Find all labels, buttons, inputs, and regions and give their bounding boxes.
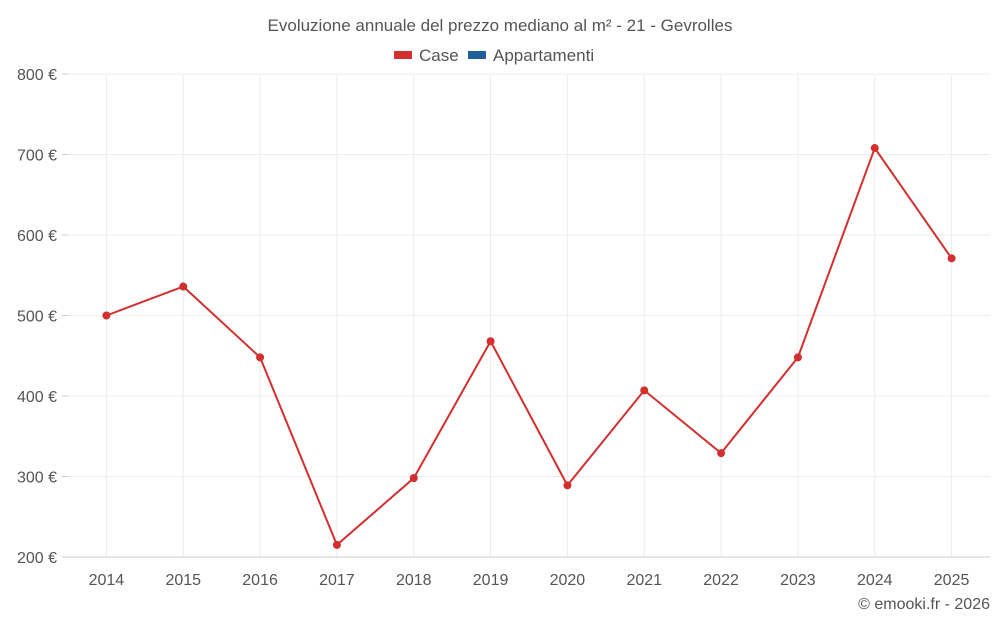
x-tick-label: 2021 <box>626 572 662 589</box>
data-point-case-2023[interactable] <box>793 353 802 362</box>
x-tick-label: 2015 <box>165 572 201 589</box>
legend-item-appartamenti[interactable]: Appartamenti <box>468 46 594 65</box>
data-point-case-2025[interactable] <box>947 254 956 263</box>
x-tick-label: 2016 <box>242 572 278 589</box>
chart-title: Evoluzione annuale del prezzo mediano al… <box>268 16 733 35</box>
data-point-case-2015[interactable] <box>179 282 188 291</box>
data-point-case-2014[interactable] <box>102 311 111 320</box>
legend-label-case: Case <box>419 46 459 65</box>
legend-swatch-appartamenti <box>468 51 486 59</box>
data-point-case-2017[interactable] <box>332 540 341 549</box>
data-point-case-2024[interactable] <box>870 144 879 153</box>
x-tick-label: 2019 <box>473 572 509 589</box>
x-tick-label: 2025 <box>934 572 970 589</box>
y-tick-label: 800 € <box>17 67 57 84</box>
data-point-case-2016[interactable] <box>256 353 265 362</box>
x-tick-label: 2017 <box>319 572 355 589</box>
legend-label-appartamenti: Appartamenti <box>493 46 594 65</box>
y-tick-label: 200 € <box>17 550 57 567</box>
x-tick-label: 2018 <box>396 572 432 589</box>
y-tick-label: 500 € <box>17 309 57 326</box>
x-tick-label: 2020 <box>550 572 586 589</box>
series-line-case <box>106 147 953 546</box>
data-point-case-2019[interactable] <box>486 337 495 346</box>
y-tick-label: 700 € <box>17 148 57 165</box>
data-point-case-2018[interactable] <box>409 474 418 483</box>
x-tick-label: 2024 <box>857 572 893 589</box>
legend: Case Appartamenti <box>394 46 594 65</box>
data-point-case-2022[interactable] <box>717 449 726 458</box>
y-tick-label: 600 € <box>17 228 57 245</box>
y-tick-label: 400 € <box>17 389 57 406</box>
x-axis-ticks: 2014 2015 2016 2017 2018 2019 2020 2021 2022 2023… <box>89 572 970 589</box>
data-point-case-2020[interactable] <box>563 481 572 490</box>
x-tick-label: 2022 <box>703 572 739 589</box>
x-tick-label: 2023 <box>780 572 816 589</box>
legend-swatch-case <box>394 51 412 59</box>
legend-item-case[interactable]: Case <box>394 46 459 65</box>
y-axis-ticks: 200 € 300 € 400 € 500 € 600 € 700 € 800 € <box>17 67 68 567</box>
y-tick-label: 300 € <box>17 470 57 487</box>
y-gridlines <box>68 73 990 477</box>
series-case <box>102 144 956 549</box>
data-point-case-2021[interactable] <box>640 386 649 395</box>
x-tick-label: 2014 <box>89 572 125 589</box>
credit-text: © emooki.fr - 2026 <box>858 596 990 613</box>
x-gridlines <box>105 74 953 557</box>
